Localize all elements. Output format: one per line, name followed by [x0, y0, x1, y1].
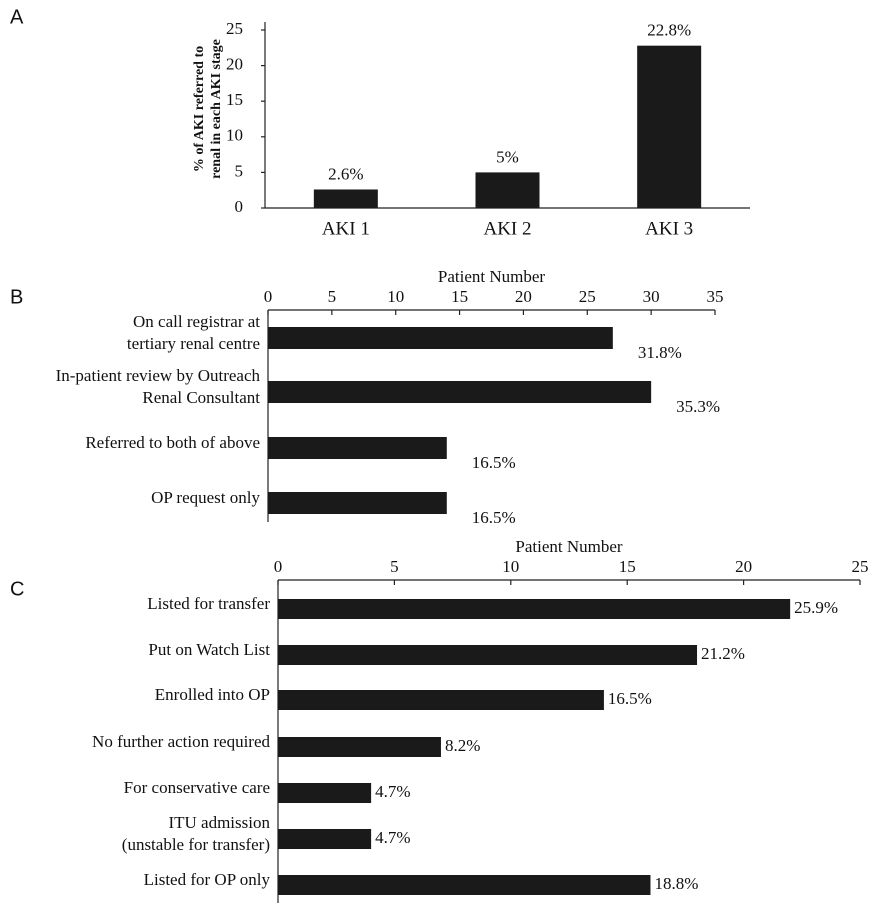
x-tick-label: 25: [852, 557, 869, 576]
bar: [278, 875, 651, 895]
bar: [278, 783, 372, 803]
category-label: For conservative care: [124, 778, 270, 797]
y-tick-label: 15: [226, 90, 243, 109]
bar: [268, 381, 652, 403]
bar: [313, 189, 378, 208]
category-label: Enrolled into OP: [155, 685, 270, 704]
panel-label: A: [10, 6, 24, 28]
bar: [268, 492, 447, 514]
x-tick-label: 5: [328, 287, 337, 306]
category-label: Put on Watch List: [148, 640, 270, 659]
y-axis-label: % of AKI referred to: [192, 46, 207, 172]
y-tick-label: 20: [226, 55, 243, 74]
bar: [278, 645, 698, 665]
x-tick-label: 10: [387, 287, 404, 306]
y-tick-label: 10: [226, 126, 243, 145]
category-label: tertiary renal centre: [127, 334, 260, 353]
value-label: 18.8%: [654, 874, 698, 893]
bar: [268, 327, 613, 349]
x-tick-label: 10: [502, 557, 519, 576]
value-label: 25.9%: [794, 598, 838, 617]
x-tick-label: 0: [274, 557, 283, 576]
category-label: Listed for OP only: [144, 870, 271, 889]
bar: [278, 599, 791, 619]
x-tick-label: 15: [451, 287, 468, 306]
category-label: Renal Consultant: [142, 388, 260, 407]
category-label: (unstable for transfer): [122, 835, 270, 854]
x-tick-label: 5: [390, 557, 399, 576]
x-axis-label: Patient Number: [515, 537, 623, 556]
category-label: OP request only: [151, 488, 260, 507]
x-tick-label: 25: [579, 287, 596, 306]
value-label: 21.2%: [701, 644, 745, 663]
x-tick-label: 0: [264, 287, 273, 306]
y-tick-label: 0: [235, 197, 244, 216]
y-axis-label: renal in each AKI stage: [209, 39, 224, 179]
value-label: 31.8%: [638, 343, 682, 362]
x-axis-label: Patient Number: [438, 267, 546, 286]
bar: [278, 690, 604, 710]
bar: [278, 737, 441, 757]
x-tick-label: AKI 1: [322, 218, 370, 239]
category-label: In-patient review by Outreach: [56, 366, 261, 385]
x-tick-label: 35: [707, 287, 724, 306]
bar: [475, 172, 540, 208]
x-tick-label: AKI 3: [645, 218, 693, 239]
value-label: 16.5%: [472, 508, 516, 527]
x-tick-label: AKI 2: [483, 218, 531, 239]
category-label: Listed for transfer: [147, 594, 270, 613]
x-tick-label: 20: [515, 287, 532, 306]
bar: [268, 437, 447, 459]
category-label: No further action required: [92, 732, 270, 751]
category-label: Referred to both of above: [85, 433, 260, 452]
y-tick-label: 5: [235, 161, 244, 180]
value-label: 8.2%: [445, 736, 480, 755]
y-tick-label: 25: [226, 19, 243, 38]
value-label: 2.6%: [328, 164, 363, 183]
category-label: On call registrar at: [133, 312, 260, 331]
bar: [637, 45, 702, 208]
x-tick-label: 30: [643, 287, 660, 306]
panel-label: C: [10, 578, 24, 600]
x-tick-label: 15: [619, 557, 636, 576]
value-label: 22.8%: [647, 21, 691, 40]
value-label: 35.3%: [676, 397, 720, 416]
value-label: 16.5%: [472, 453, 516, 472]
x-tick-label: 20: [735, 557, 752, 576]
panel-label: B: [10, 286, 23, 308]
category-label: ITU admission: [168, 813, 270, 832]
value-label: 4.7%: [375, 828, 410, 847]
value-label: 16.5%: [608, 689, 652, 708]
bar: [278, 829, 372, 849]
value-label: 5%: [496, 147, 519, 166]
value-label: 4.7%: [375, 782, 410, 801]
